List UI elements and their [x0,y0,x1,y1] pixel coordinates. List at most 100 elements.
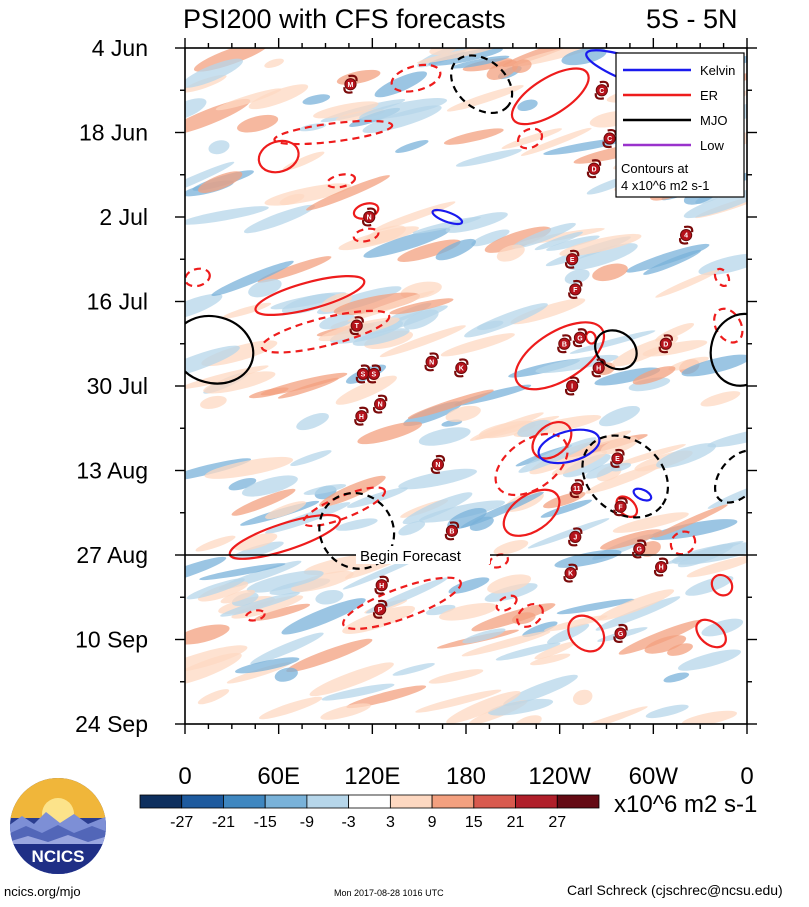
er-contour [531,420,573,460]
er-contour [502,488,561,537]
anomaly-patch [503,674,578,707]
contour-note-line1: Contours at [621,161,689,176]
storm-marker: T [349,316,364,336]
storm-label: J [573,534,577,541]
anomaly-patch [279,193,305,206]
anomaly-patch [540,499,592,518]
anomaly-patch [562,453,611,478]
er-contour [326,173,357,189]
y-tick-label: 13 Aug [76,458,148,484]
anomaly-patch [185,624,230,645]
anomaly-patch [520,127,592,156]
storm-label: E [615,456,620,463]
storm-dot [355,410,368,423]
storm-label: G [577,335,583,342]
storm-label: E [570,257,575,264]
anomaly-patch [333,292,421,316]
storm-marker: H [653,557,669,577]
storm-dot [569,530,582,543]
anomaly-patch [248,84,309,110]
storm-swirl [658,334,674,354]
storm-swirl [568,279,583,299]
anomaly-patch [556,598,635,615]
anomaly-patch [235,657,300,674]
anomaly-patch [198,171,243,193]
anomaly-patch [215,88,282,111]
anomaly-patch [197,581,249,602]
mjo-contour [449,54,514,115]
anomaly-patch [306,175,390,211]
storm-label: N [429,359,434,366]
site-link[interactable]: ncics.org/mjo [4,884,81,899]
storm-marker: H [591,358,606,378]
anomaly-patch [534,641,576,660]
storm-dot [592,361,605,374]
er-contour [302,486,387,528]
colorbar-bin [389,794,433,809]
storm-label: N [378,402,383,409]
anomaly-patch [286,638,373,673]
er-contour [584,330,597,345]
kelvin-contour [632,487,653,502]
anomaly-patch [402,492,473,525]
storm-marker: P [372,599,388,619]
anomaly-patch [185,98,207,121]
axis-ticks [175,38,757,734]
storm-dot [566,253,579,266]
er-contour [185,267,211,288]
anomaly-patch [260,372,348,396]
colorbar: -27 -21 -15 -9 -3 3 9 15 21 27 [139,794,600,831]
legend-label: ER [700,88,718,103]
colorbar-tick-label: -9 [300,814,314,831]
anomaly-patch [446,85,524,112]
storm-swirl [343,74,358,94]
storm-marker: G [632,539,647,559]
anomaly-patch [398,520,426,536]
anomaly-patch [246,570,324,593]
anomaly-patch [701,618,744,637]
er-contour [495,594,518,612]
anomaly-patch [203,371,276,394]
anomaly-patch [199,563,286,581]
er-contour [342,576,462,631]
storm-swirl [653,557,669,577]
y-tick-label: 27 Aug [76,542,148,568]
anomaly-patch [211,260,294,296]
anomaly-patch [425,604,456,616]
anomaly-patch [243,204,316,234]
anomaly-patch [428,48,503,66]
anomaly-patch [254,603,310,621]
er-contour [514,321,606,391]
anomaly-patch [277,377,339,399]
storm-swirl [613,623,628,644]
anomaly-patch [186,578,245,600]
anomaly-patch [469,412,544,441]
colorbar-tick-label: -21 [212,814,235,831]
region-label: 5S - 5N [646,4,738,34]
storm-dot [558,337,571,350]
storm-swirl [563,563,578,583]
storm-label: G [637,547,643,554]
storm-swirl [372,394,388,414]
storm-dot [374,398,387,411]
anomaly-patch [451,55,510,69]
x-tick-label: 120W [528,763,591,790]
storm-label: M [348,82,354,89]
colorbar-tick-label: 9 [428,814,437,831]
anomaly-patch [335,375,397,405]
y-tick-label: 4 Jun [92,35,148,61]
anomaly-patch [291,570,354,592]
anomaly-patch [320,703,371,720]
storm-swirl [362,207,377,227]
storm-marker: D [586,159,602,179]
anomaly-patch [342,605,415,634]
logo-text: NCICS [32,847,85,866]
storm-marker: K [454,358,469,378]
storm-dot [344,78,357,91]
anomaly-patch [522,621,558,638]
storm-label: P [378,607,383,614]
anomaly-patch [315,589,344,605]
storm-swirl [610,448,625,468]
anomaly-patch [228,477,257,491]
storm-dot [680,229,693,242]
